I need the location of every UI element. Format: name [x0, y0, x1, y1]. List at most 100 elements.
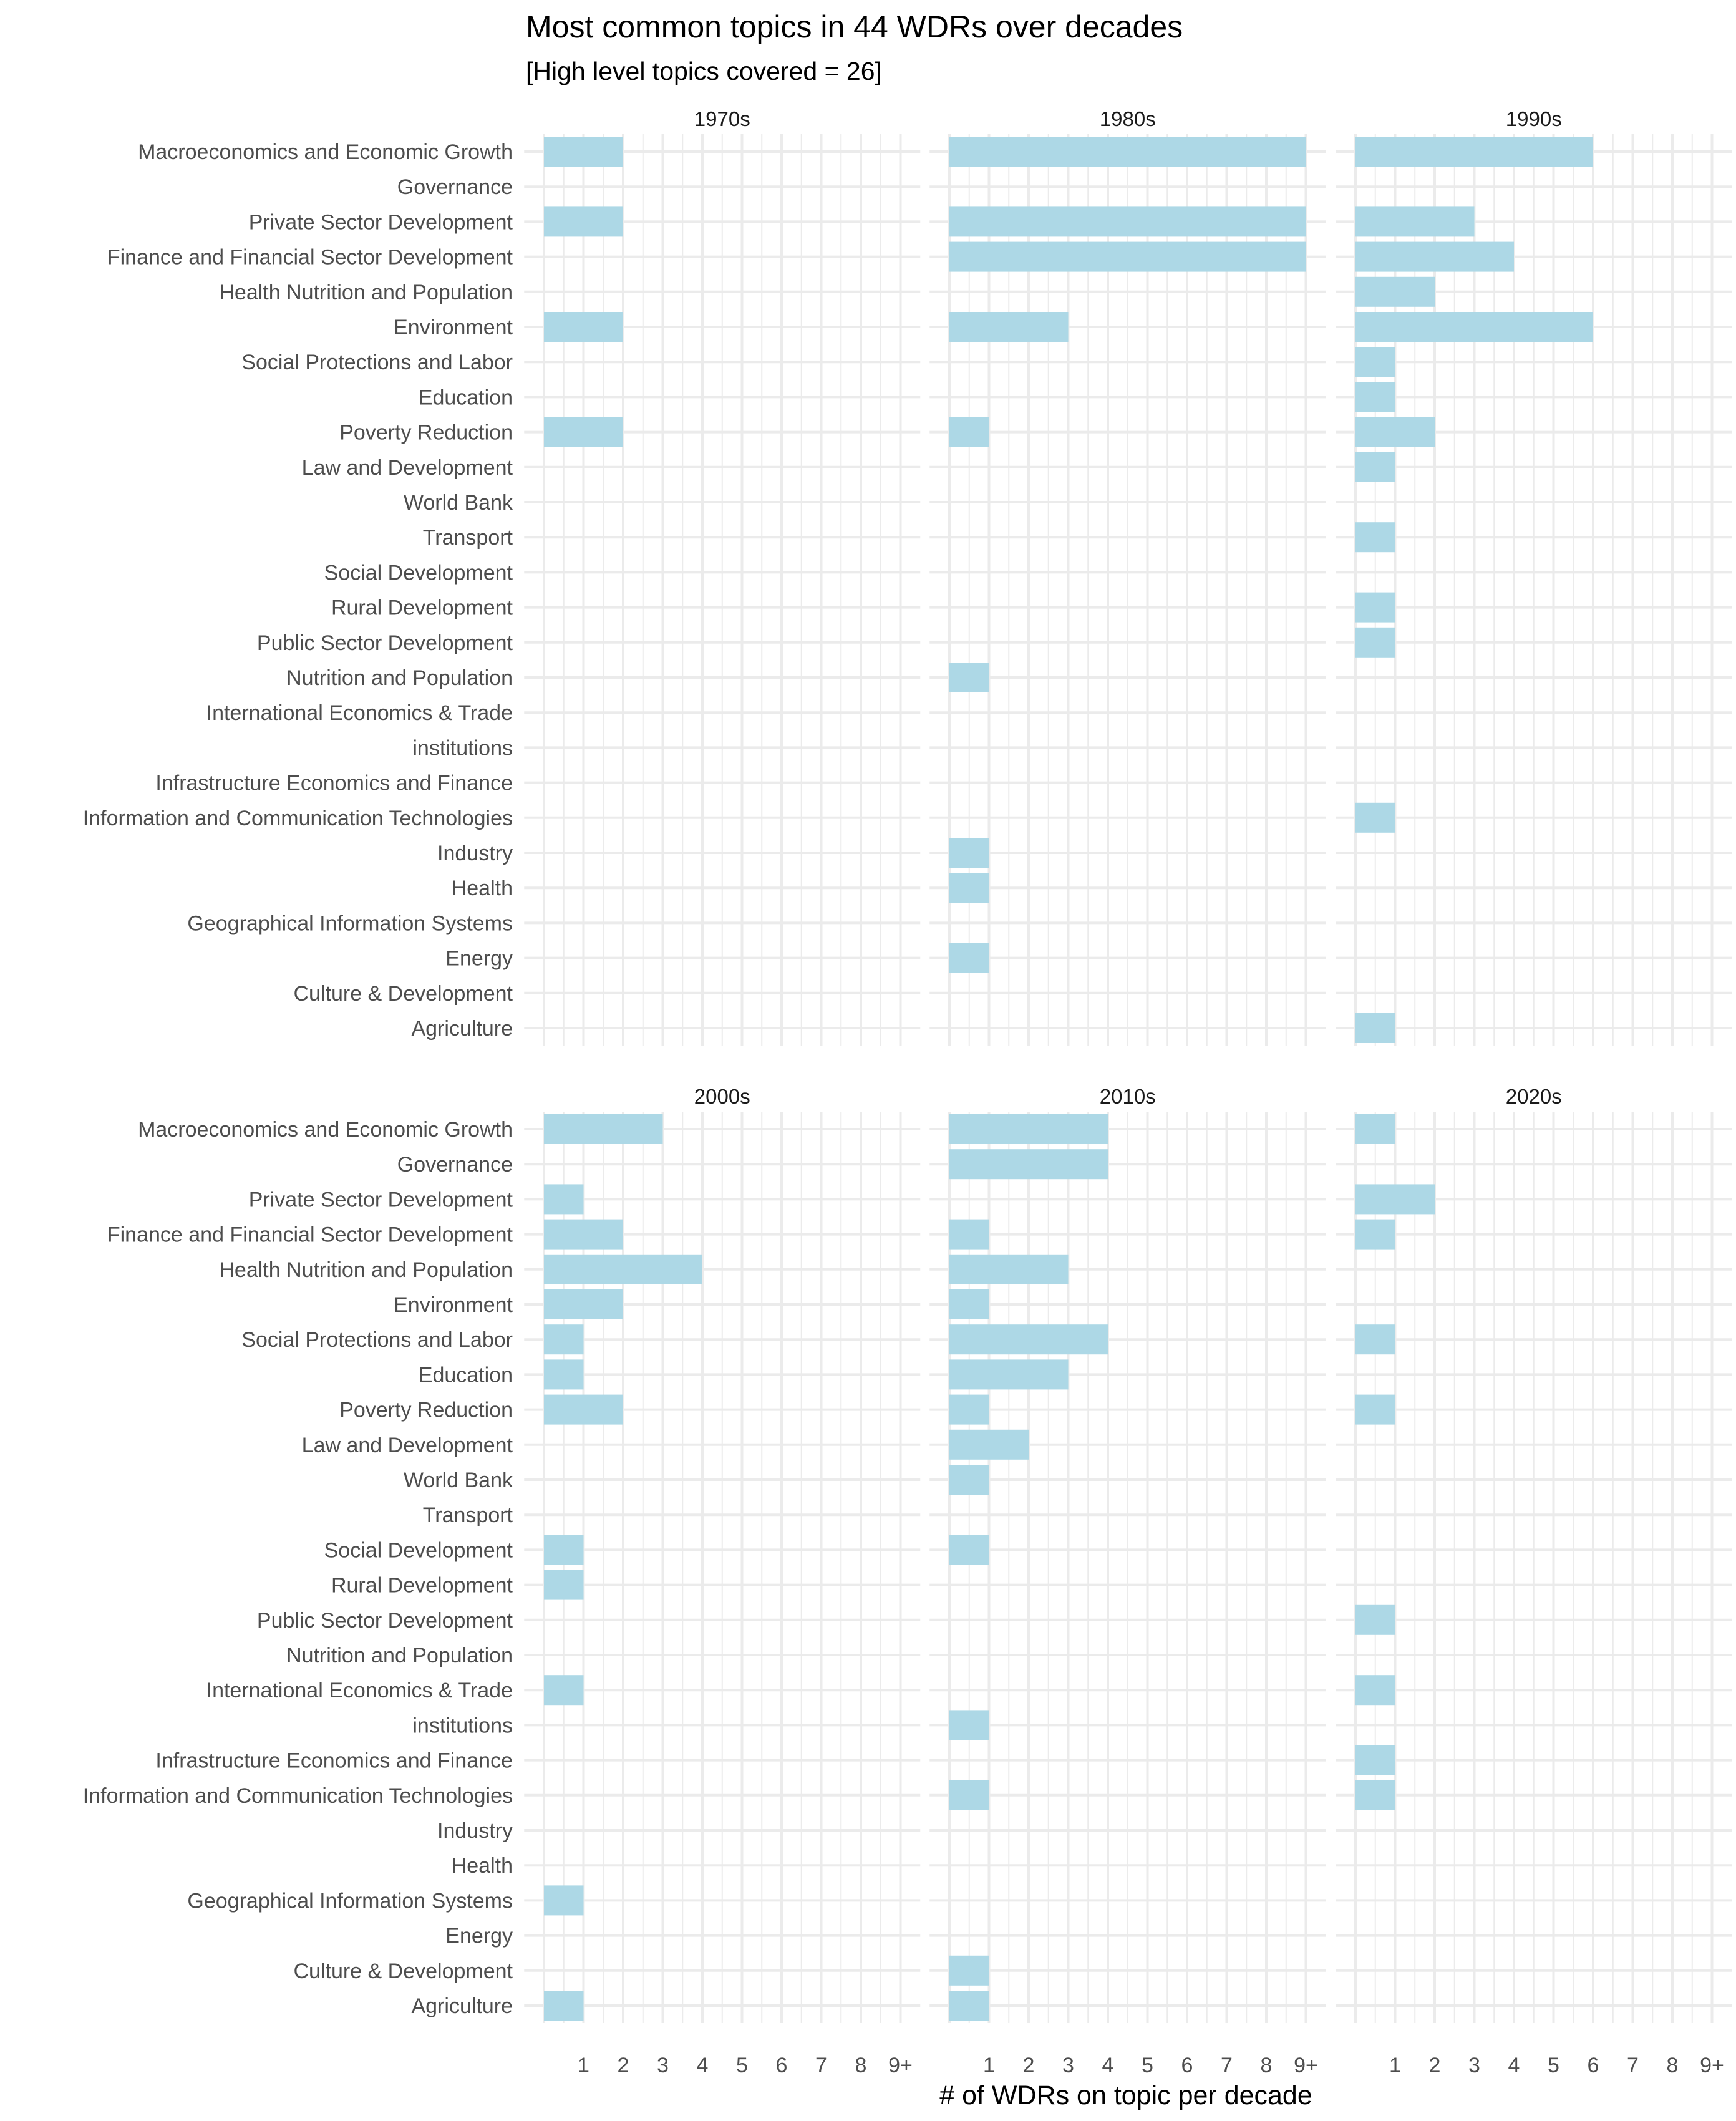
- bar: [949, 1780, 989, 1810]
- bar: [1355, 1780, 1395, 1810]
- x-tick-label: 5: [1548, 2054, 1559, 2077]
- x-tick-label: 6: [776, 2054, 788, 2077]
- x-tick-label: 8: [855, 2054, 867, 2077]
- bar: [949, 943, 989, 973]
- bar: [949, 206, 1306, 237]
- y-tick-label: Nutrition and Population: [286, 1644, 513, 1667]
- y-tick-label: Energy: [445, 1924, 513, 1948]
- y-tick-label: Industry: [437, 842, 513, 865]
- y-tick-label: World Bank: [404, 1468, 513, 1492]
- bar: [949, 1324, 1108, 1355]
- y-tick-label: World Bank: [404, 491, 513, 515]
- bar: [1355, 417, 1435, 447]
- y-tick-label: Health Nutrition and Population: [219, 1258, 513, 1282]
- y-tick-label: Poverty Reduction: [339, 1399, 513, 1422]
- y-tick-label: Agriculture: [411, 1994, 513, 2018]
- y-tick-label: Nutrition and Population: [286, 666, 513, 690]
- x-tick-label: 9+: [1294, 2054, 1318, 2077]
- y-tick-label: Geographical Information Systems: [187, 911, 513, 935]
- bar: [1355, 347, 1395, 377]
- y-tick-label: Poverty Reduction: [339, 421, 513, 445]
- x-tick-label: 4: [1508, 2054, 1520, 2077]
- y-tick-label: Finance and Financial Sector Development: [107, 246, 513, 269]
- x-tick-label: 5: [1142, 2054, 1153, 2077]
- y-tick-label: Private Sector Development: [249, 1188, 513, 1211]
- bar: [1355, 1604, 1395, 1635]
- bar: [1355, 1114, 1395, 1144]
- x-tick-label: 1: [578, 2054, 589, 2077]
- bar: [544, 312, 623, 342]
- bar: [1355, 1394, 1395, 1425]
- bar: [949, 417, 989, 447]
- y-tick-label: Industry: [437, 1819, 513, 1843]
- bar: [1355, 206, 1475, 237]
- y-tick-label: Macroeconomics and Economic Growth: [138, 140, 513, 164]
- bar: [949, 1394, 989, 1425]
- y-tick-label: Rural Development: [331, 596, 513, 620]
- y-tick-label: International Economics & Trade: [206, 1679, 513, 1702]
- panel-1990s: 1990s: [1336, 107, 1732, 1046]
- x-tick-label: 1: [983, 2054, 995, 2077]
- x-tick-label: 2: [618, 2054, 629, 2077]
- bar: [544, 1289, 623, 1319]
- bar: [949, 312, 1069, 342]
- y-tick-label: Health: [452, 876, 513, 900]
- bar: [949, 1535, 989, 1565]
- y-tick-label: Finance and Financial Sector Development: [107, 1223, 513, 1247]
- panel-strip-label: 1970s: [694, 107, 750, 130]
- x-tick-label: 2: [1429, 2054, 1441, 2077]
- y-tick-label: Geographical Information Systems: [187, 1889, 513, 1913]
- bar: [544, 1254, 702, 1284]
- x-tick-label: 7: [815, 2054, 827, 2077]
- bar: [544, 206, 623, 237]
- bar: [949, 1710, 989, 1740]
- y-tick-label: Health: [452, 1854, 513, 1878]
- bar: [1355, 276, 1435, 307]
- y-tick-label: Health Nutrition and Population: [219, 281, 513, 304]
- y-tick-label: institutions: [412, 1714, 513, 1737]
- bar: [949, 1219, 989, 1250]
- panel-2020s: 2020s 1 2 3 4 5 6 7 8 9+: [1336, 1085, 1732, 2077]
- bar: [544, 137, 623, 167]
- bar: [544, 1114, 663, 1144]
- y-tick-label: Education: [419, 386, 513, 409]
- y-tick-label: Law and Development: [302, 456, 513, 480]
- panel-strip-label: 1990s: [1506, 107, 1562, 130]
- y-tick-label: Macroeconomics and Economic Growth: [138, 1118, 513, 1142]
- panel-1980s: 1980s: [929, 107, 1326, 1046]
- y-tick-label: Social Protections and Labor: [241, 1328, 513, 1352]
- bar: [949, 663, 989, 692]
- bar: [544, 1675, 584, 1706]
- x-tick-label: 3: [1062, 2054, 1074, 2077]
- bar: [1355, 452, 1395, 482]
- bar: [949, 838, 989, 868]
- bar: [949, 1254, 1069, 1284]
- y-tick-label: Information and Communication Technologi…: [83, 1784, 513, 1808]
- y-tick-label: Law and Development: [302, 1434, 513, 1457]
- bar: [544, 1991, 584, 2021]
- bar: [949, 241, 1306, 272]
- bar: [544, 1219, 623, 1250]
- bar: [544, 1394, 623, 1425]
- panel-2000s: 2000s Macroeconomics and Economic Growth G…: [83, 1085, 921, 2077]
- y-tick-label: Public Sector Development: [257, 1609, 513, 1633]
- y-tick-label: Governance: [397, 175, 513, 199]
- y-tick-label: Environment: [394, 1293, 513, 1317]
- y-tick-label: Infrastructure Economics and Finance: [155, 772, 513, 795]
- bar: [1355, 1184, 1435, 1215]
- bar: [1355, 627, 1395, 658]
- bar: [949, 1289, 989, 1319]
- bar: [949, 1114, 1108, 1144]
- y-tick-label: Governance: [397, 1153, 513, 1177]
- y-tick-label: Energy: [445, 947, 513, 971]
- x-tick-label: 6: [1588, 2054, 1599, 2077]
- y-tick-label: Information and Communication Technologi…: [83, 807, 513, 830]
- x-tick-label: 2: [1023, 2054, 1035, 2077]
- bar: [544, 417, 623, 447]
- panel-strip-label: 2010s: [1100, 1085, 1156, 1108]
- bar: [1355, 522, 1395, 553]
- bar: [1355, 1745, 1395, 1775]
- y-tick-label: Culture & Development: [293, 1959, 513, 1983]
